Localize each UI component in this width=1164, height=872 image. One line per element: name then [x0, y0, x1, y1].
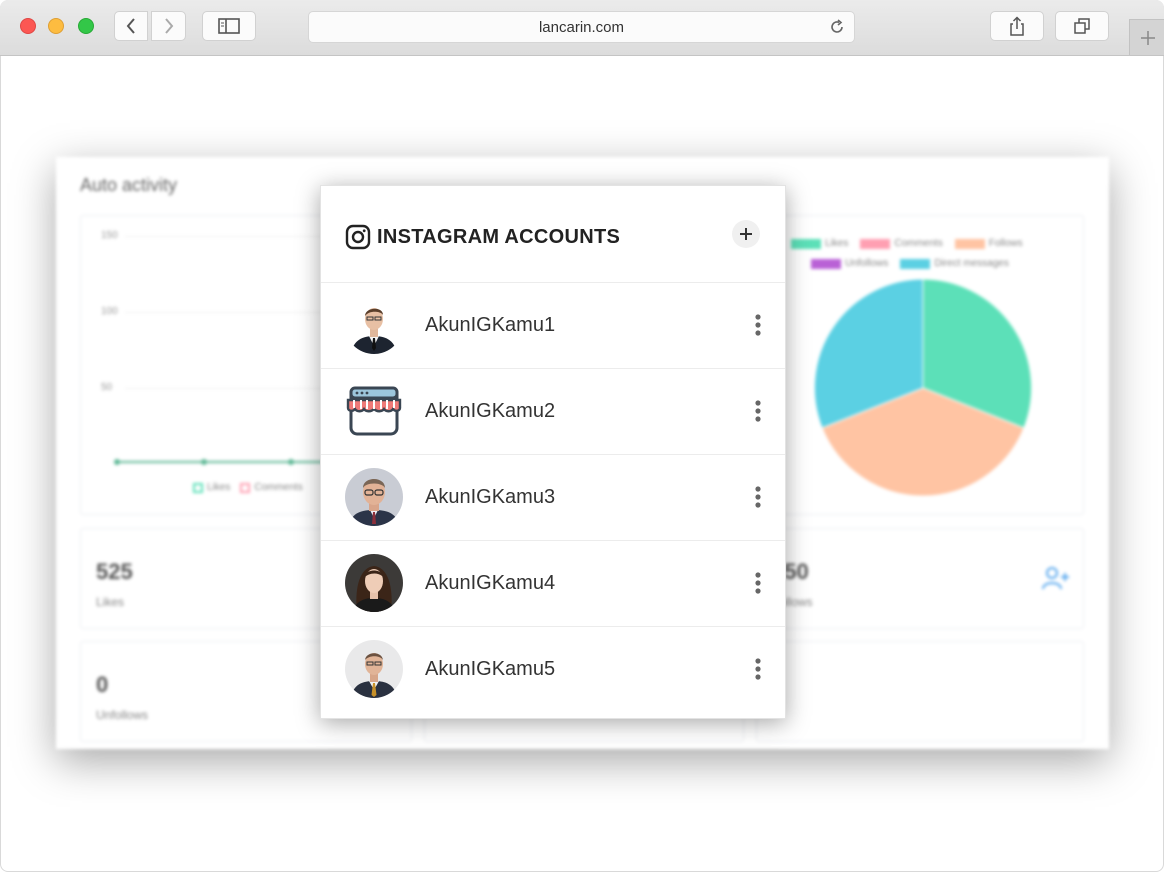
reload-icon[interactable] — [828, 18, 846, 36]
modal-title: INSTAGRAM ACCOUNTS — [377, 226, 621, 248]
plus-icon — [740, 228, 752, 240]
sidebar-toggle-button[interactable] — [202, 11, 256, 41]
legend-label: Unfollows — [845, 258, 889, 269]
pie-chart — [813, 278, 1033, 497]
pie-slice-direct-messages — [813, 278, 924, 429]
account-row[interactable]: AkunIGKamu1 — [321, 282, 785, 369]
account-row[interactable]: AkunIGKamu4 — [321, 540, 785, 627]
instagram-icon — [345, 224, 371, 250]
account-row[interactable]: AkunIGKamu3 — [321, 454, 785, 541]
account-name: AkunIGKamu3 — [425, 486, 556, 508]
instagram-accounts-modal: INSTAGRAM ACCOUNTS AkunIGKamu1 — [320, 185, 786, 719]
y-tick: 150 — [101, 230, 118, 241]
account-row[interactable]: AkunIGKamu2 — [321, 368, 785, 455]
grid-line — [125, 236, 411, 237]
sidebar-icon — [218, 18, 240, 34]
likes-label: Likes — [96, 595, 125, 609]
tabs-icon — [1074, 18, 1090, 34]
plus-icon — [1140, 30, 1155, 45]
pie-slice-follows — [821, 387, 1025, 497]
pie-legend-row1: Likes Comments Follows — [791, 238, 1023, 249]
man-tie-avatar — [345, 640, 403, 698]
address-bar[interactable]: lancarin.com — [308, 11, 855, 43]
account-name: AkunIGKamu2 — [425, 400, 556, 422]
browser-toolbar: lancarin.com — [0, 0, 1164, 56]
legend-swatch-comments — [240, 482, 251, 493]
grid-line — [125, 388, 411, 389]
pie-chart-card: Likes Comments Follows Unfollows Direct … — [756, 215, 1084, 515]
follows-stat-card: 250 Follows — [756, 528, 1084, 629]
legend-swatch-follows — [954, 238, 985, 249]
legend-label: Likes — [825, 238, 849, 249]
add-account-button[interactable] — [732, 220, 760, 248]
chevron-left-icon — [126, 18, 135, 34]
legend-label: Follows — [988, 238, 1023, 249]
modal-header: INSTAGRAM ACCOUNTS — [321, 186, 785, 283]
chevron-right-icon — [164, 18, 173, 34]
y-tick: 100 — [101, 306, 118, 317]
forward-button[interactable] — [151, 11, 186, 41]
share-button[interactable] — [990, 11, 1044, 41]
account-name: AkunIGKamu4 — [425, 572, 556, 594]
more-options-icon[interactable] — [751, 570, 765, 596]
store-icon — [345, 382, 403, 440]
share-icon — [1010, 16, 1024, 36]
url-text: lancarin.com — [538, 19, 625, 36]
extra-stat-card — [756, 641, 1084, 742]
man-suit-avatar — [345, 296, 403, 354]
y-tick: 50 — [101, 382, 113, 393]
more-options-icon[interactable] — [751, 656, 765, 682]
pie-slice-likes — [922, 278, 1033, 429]
add-user-icon — [1042, 567, 1069, 590]
more-options-icon[interactable] — [751, 484, 765, 510]
unfollows-count: 0 — [96, 672, 109, 697]
account-name: AkunIGKamu1 — [425, 314, 556, 336]
unfollows-label: Unfollows — [96, 708, 149, 722]
legend-swatch-likes — [193, 482, 203, 493]
legend-swatch-comments — [860, 238, 891, 249]
man-glasses-avatar — [345, 468, 403, 526]
back-button[interactable] — [114, 11, 148, 41]
legend-swatch-direct-messages — [900, 258, 931, 269]
legend-label: Direct messages — [934, 258, 1009, 269]
pie-legend-row2: Unfollows Direct messages — [811, 258, 1009, 269]
more-options-icon[interactable] — [751, 312, 765, 338]
legend-label: Comments — [254, 482, 303, 493]
minimize-window-button[interactable] — [48, 18, 64, 34]
account-row[interactable]: AkunIGKamu5 — [321, 626, 785, 712]
maximize-window-button[interactable] — [78, 18, 94, 34]
close-window-button[interactable] — [20, 18, 36, 34]
dashboard-title: Auto activity — [80, 175, 178, 195]
legend-swatch-unfollows — [811, 258, 841, 269]
new-tab-button[interactable] — [1129, 19, 1164, 55]
likes-count: 525 — [96, 559, 133, 584]
more-options-icon[interactable] — [751, 398, 765, 424]
woman-avatar — [345, 554, 403, 612]
line-legend: Likes Comments — [193, 482, 303, 493]
account-name: AkunIGKamu5 — [425, 658, 556, 680]
legend-label: Likes — [207, 482, 231, 493]
tabs-overview-button[interactable] — [1055, 11, 1109, 41]
legend-swatch-likes — [791, 238, 821, 249]
legend-label: Comments — [894, 238, 943, 249]
grid-line — [125, 312, 411, 313]
